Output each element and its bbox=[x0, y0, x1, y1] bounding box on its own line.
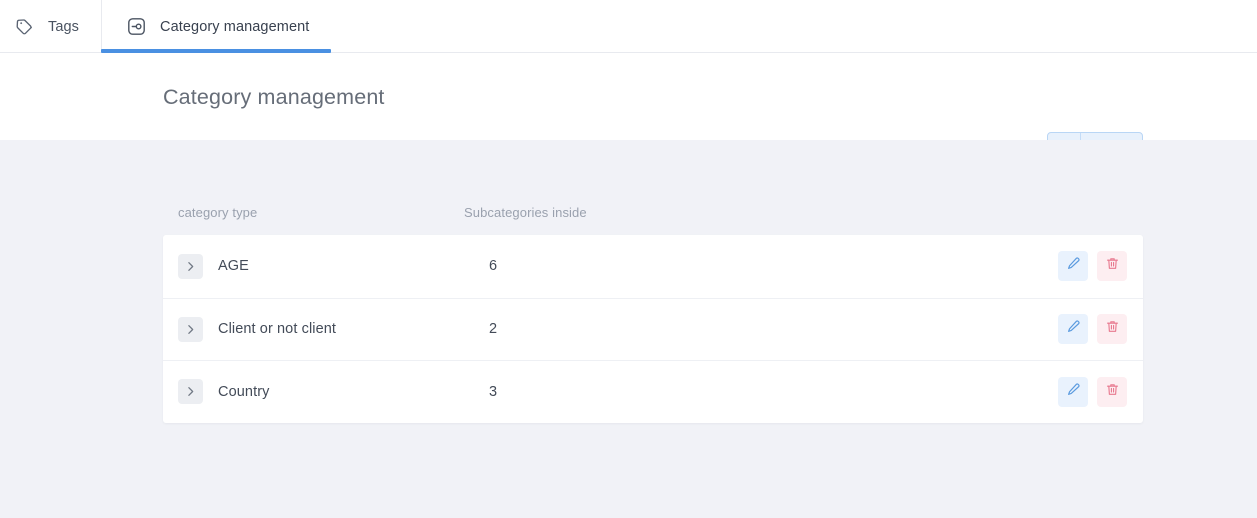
chevron-right-icon[interactable] bbox=[178, 253, 203, 279]
chevron-right-icon[interactable] bbox=[178, 379, 203, 405]
pencil-icon bbox=[1066, 382, 1081, 402]
row-subcategory-count: 6 bbox=[489, 258, 498, 275]
row-subcategory-count: 2 bbox=[489, 321, 498, 338]
delete-row-button[interactable] bbox=[1097, 376, 1127, 407]
row-category-name: Client or not client bbox=[218, 321, 337, 338]
row-subcategory-count: 3 bbox=[489, 383, 498, 400]
active-tab-indicator bbox=[101, 49, 331, 53]
trash-icon bbox=[1105, 319, 1120, 339]
column-header-category-type: category type bbox=[178, 205, 258, 220]
chevron-right-icon[interactable] bbox=[178, 316, 203, 342]
pencil-icon bbox=[1066, 256, 1081, 276]
pencil-icon bbox=[1066, 319, 1081, 339]
content-area: category type Subcategories inside AGE 6 bbox=[0, 140, 1257, 518]
row-category-name: AGE bbox=[218, 258, 249, 275]
tab-tags[interactable]: Tags bbox=[0, 0, 101, 53]
row-actions bbox=[1058, 251, 1127, 282]
tab-bar: Tags Category management bbox=[0, 0, 1257, 53]
edit-row-button[interactable] bbox=[1058, 314, 1088, 345]
tab-tags-label: Tags bbox=[48, 18, 80, 35]
column-header-subcategories: Subcategories inside bbox=[464, 205, 587, 220]
tab-category-management-label: Category management bbox=[160, 18, 310, 35]
trash-icon bbox=[1105, 256, 1120, 276]
category-table: AGE 6 bbox=[163, 235, 1143, 423]
table-row[interactable]: AGE 6 bbox=[163, 235, 1143, 298]
row-category-name: Country bbox=[218, 383, 270, 400]
tag-icon bbox=[13, 16, 35, 38]
edit-row-button[interactable] bbox=[1058, 376, 1088, 407]
page-header: Category management + Create bbox=[0, 53, 1257, 170]
trash-icon bbox=[1105, 382, 1120, 402]
delete-row-button[interactable] bbox=[1097, 251, 1127, 282]
table-column-headers: category type Subcategories inside bbox=[163, 205, 1143, 227]
edit-row-button[interactable] bbox=[1058, 251, 1088, 282]
row-actions bbox=[1058, 314, 1127, 345]
table-row[interactable]: Client or not client 2 bbox=[163, 297, 1143, 361]
page-title: Category management bbox=[163, 85, 385, 109]
row-actions bbox=[1058, 376, 1127, 407]
delete-row-button[interactable] bbox=[1097, 314, 1127, 345]
table-row[interactable]: Country 3 bbox=[163, 360, 1143, 423]
category-node-icon bbox=[125, 16, 147, 38]
tab-category-management[interactable]: Category management bbox=[101, 0, 331, 53]
